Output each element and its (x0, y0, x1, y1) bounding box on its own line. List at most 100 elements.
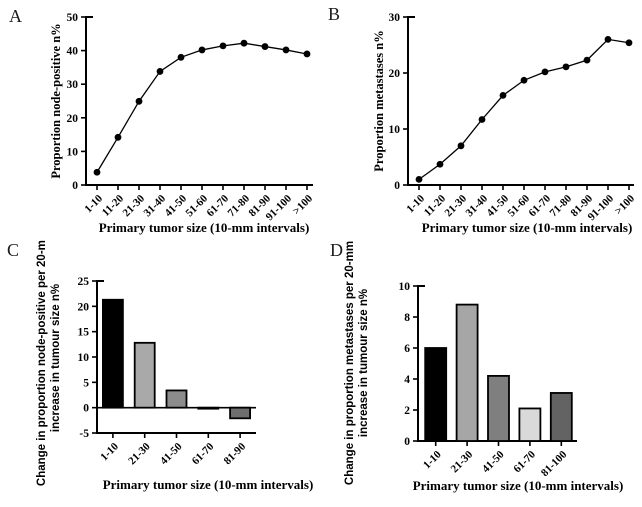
data-point (114, 133, 122, 141)
x-tick-label: 81-100 (539, 448, 570, 479)
y-axis-title: Proportion node-positive n% (49, 23, 63, 178)
y-axis-title-line1: Change in proportion node-positive per 2… (36, 240, 48, 486)
y-tick-label: 20 (78, 301, 90, 313)
data-point (457, 142, 465, 150)
y-tick-label: 40 (67, 46, 79, 58)
x-axis-title: Primary tumor size (10-mm intervals) (422, 220, 633, 235)
data-point (282, 46, 290, 54)
y-tick-label: 10 (389, 124, 401, 136)
y-tick-label: 0 (394, 180, 400, 192)
x-tick-label: 61-70 (511, 448, 538, 475)
data-point (583, 56, 591, 64)
x-tick-label: 31-40 (463, 192, 490, 219)
y-axis-title-line2: increase in tumour size n% (50, 284, 62, 432)
data-point (436, 160, 444, 168)
x-tick-label: 11-20 (422, 192, 449, 219)
x-tick-label: 1-10 (98, 440, 121, 463)
data-point (303, 50, 311, 58)
y-tick-label: 20 (67, 113, 79, 125)
panel-a-chart: 010203040501-1011-2021-3031-4041-5051-60… (49, 12, 316, 235)
y-tick-label: 0 (83, 403, 89, 415)
x-tick-label: 31-40 (141, 192, 168, 219)
data-point (156, 68, 164, 75)
data-point (478, 116, 486, 123)
bar (487, 374, 510, 442)
x-tick-label: 61-70 (526, 192, 553, 219)
x-tick-label: 71-80 (547, 192, 574, 219)
panel-c-label: C (7, 240, 20, 260)
x-tick-label: 11-20 (100, 192, 127, 219)
x-axis-title: Primary tumor size (10-mm intervals) (99, 220, 310, 235)
y-tick-label: 6 (404, 343, 410, 355)
bar (197, 406, 220, 410)
data-point (219, 42, 227, 50)
bar (165, 389, 188, 409)
bar (102, 298, 124, 409)
data-point (562, 63, 570, 71)
panel-b-label: B (328, 4, 341, 24)
data-point (520, 76, 528, 84)
y-axis-title-line1: Change in proportion metastases per 20-m… (344, 241, 356, 485)
data-point (177, 53, 185, 61)
y-tick-label: 2 (404, 405, 410, 417)
data-point (261, 43, 269, 50)
bar (549, 392, 573, 442)
x-tick-label: 1-10 (421, 448, 444, 471)
bar (229, 406, 252, 420)
y-tick-label: 30 (67, 79, 79, 91)
y-tick-label: 10 (67, 146, 79, 158)
x-tick-label: 41-50 (162, 192, 189, 219)
data-point (541, 68, 549, 76)
y-axis-title-line2: increase in tumour size n% (358, 289, 370, 437)
data-point (415, 176, 423, 183)
data-point (604, 36, 612, 43)
x-tick-label: >100 (613, 192, 638, 217)
y-tick-label: 8 (404, 312, 410, 324)
x-tick-label: 41-50 (158, 440, 185, 467)
bar (518, 407, 542, 442)
data-line (96, 42, 308, 173)
panel-b-chart: 01020301-1011-2021-3031-4041-5051-6061-7… (372, 12, 638, 235)
panel-d-chart: 0 2 4 6 8 10 1-10 21-30 41-50 61-70 81-100 Change i… (344, 241, 624, 493)
y-tick-label: -5 (79, 428, 89, 440)
y-tick-label: 50 (67, 12, 79, 24)
bar (133, 341, 156, 409)
data-point (625, 39, 633, 47)
y-tick-label: 4 (404, 374, 410, 386)
y-tick-label: 0 (72, 180, 78, 192)
x-tick-label: 21-30 (449, 448, 476, 475)
x-axis-title: Primary tumor size (10-mm intervals) (103, 477, 314, 492)
x-tick-label: 21-30 (120, 192, 147, 219)
y-tick-label: 30 (389, 12, 401, 24)
x-tick-label: 41-50 (480, 448, 507, 475)
x-tick-label: 61-70 (190, 440, 217, 467)
x-tick-label: 51-60 (183, 192, 210, 219)
panel-d-label: D (330, 240, 343, 260)
y-tick-label: 0 (404, 436, 410, 448)
bar (424, 347, 448, 442)
data-point (135, 97, 143, 105)
x-tick-label: 61-70 (204, 192, 231, 219)
x-tick-label: 51-60 (505, 192, 532, 219)
data-point (499, 92, 507, 99)
y-tick-label: 5 (83, 377, 89, 389)
x-tick-label: 21-30 (442, 192, 469, 219)
panel-a-label: A (9, 6, 22, 26)
data-point (240, 39, 248, 47)
x-tick-label: >100 (291, 192, 316, 217)
x-tick-label: 81-90 (222, 440, 249, 467)
y-tick-label: 25 (78, 276, 90, 288)
y-tick-label: 10 (399, 281, 411, 293)
panel-c-chart: -5 0 5 10 15 20 25 1-10 21-30 41-50 61-70 81-90 Chan… (36, 240, 314, 492)
y-tick-label: 20 (389, 68, 401, 80)
data-line (418, 38, 630, 180)
x-tick-label: 41-50 (484, 192, 511, 219)
x-tick-label: 21-30 (126, 440, 153, 467)
bar (455, 303, 479, 442)
y-tick-label: 10 (78, 352, 90, 364)
x-axis-title: Primary tumor size (10-mm intervals) (413, 478, 624, 493)
data-point (93, 168, 101, 176)
y-tick-label: 15 (78, 327, 90, 339)
x-tick-label: 71-80 (225, 192, 252, 219)
